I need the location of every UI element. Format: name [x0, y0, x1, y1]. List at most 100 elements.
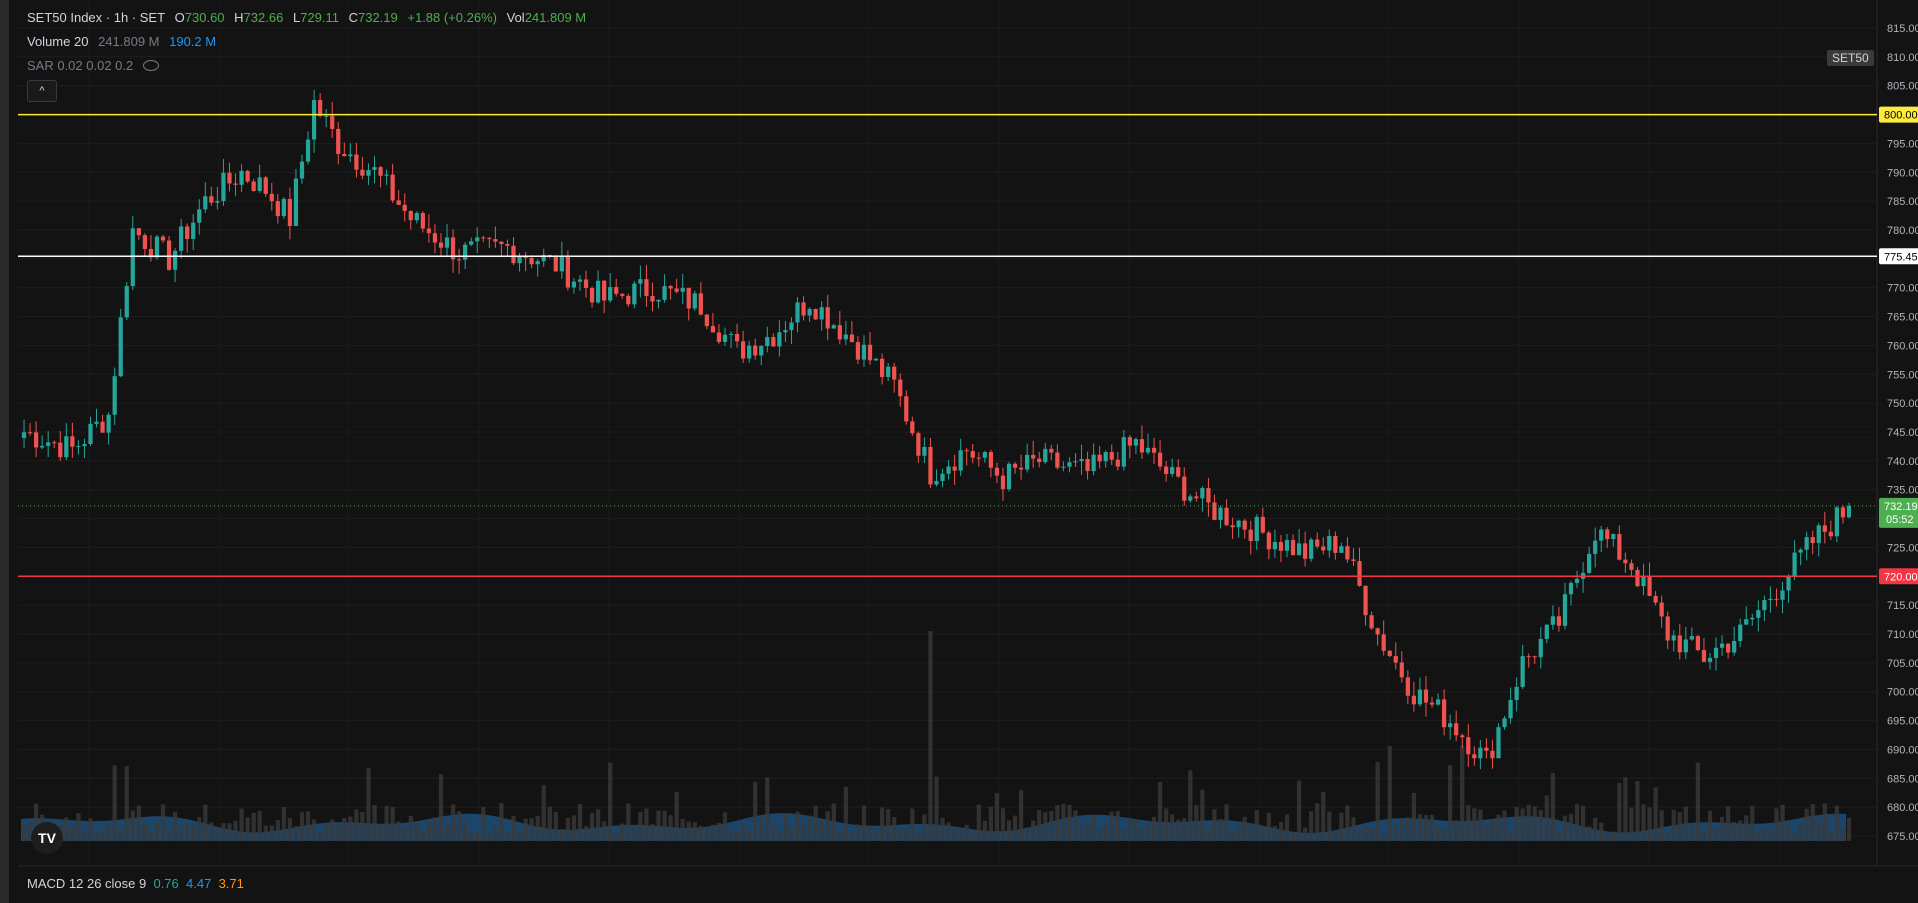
candle-body [1266, 532, 1271, 550]
candle-body [469, 241, 474, 245]
symbol-title[interactable]: SET50 Index · 1h · SET [27, 10, 166, 25]
candle-body [982, 452, 987, 458]
candle-body [336, 128, 341, 154]
volume-bar [372, 805, 377, 841]
candle-body [1393, 656, 1398, 663]
volume-bar [734, 830, 740, 841]
volume-bar [487, 832, 492, 841]
volume-bar [1496, 814, 1501, 841]
candle-body [1351, 559, 1356, 562]
volume-bar [1472, 808, 1477, 841]
candle-body [728, 333, 734, 335]
candle-body [1701, 650, 1707, 662]
tradingview-logo-icon[interactable]: TV [31, 822, 63, 854]
volume-bar [698, 825, 703, 841]
volume-bar [904, 828, 909, 841]
volume-bar [1085, 822, 1090, 841]
volume-bar [112, 765, 117, 841]
volume-bar [166, 828, 172, 841]
candle-body [1037, 458, 1042, 463]
candle-body [1611, 534, 1616, 540]
volume-bar [1556, 830, 1562, 841]
candle-body [1689, 636, 1694, 640]
volume-bar [1834, 805, 1840, 841]
volume-bar [1224, 804, 1229, 841]
volume-bar [239, 808, 244, 841]
sar-legend[interactable]: SAR 0.02 0.02 0.2 [27, 58, 165, 73]
volume-legend[interactable]: Volume 20 241.809 M 190.2 M [27, 34, 222, 49]
candle-body [1315, 539, 1320, 547]
collapse-legend-button[interactable]: ^ [27, 80, 57, 102]
volume-bar [1321, 791, 1326, 841]
volume-bar [1236, 824, 1241, 841]
candle-body [1568, 582, 1574, 595]
candle-body [1133, 439, 1139, 446]
open-value: 730.60 [184, 10, 225, 25]
candle-body [1290, 539, 1296, 556]
candle-body [372, 167, 377, 171]
candle-body [704, 314, 709, 327]
candle-body [1593, 540, 1598, 554]
candle-body [299, 161, 305, 179]
candle-body [305, 139, 311, 162]
candle-body [686, 287, 691, 309]
volume-bar [1623, 777, 1628, 841]
volume-bar [1659, 810, 1664, 841]
candle-body [886, 366, 891, 378]
candle-body [547, 254, 552, 256]
candle-body [970, 451, 975, 458]
y-tick-label: 780.00 [1887, 225, 1918, 237]
candle-body [100, 421, 105, 433]
volume-bar [529, 818, 534, 841]
volume-bar [1339, 812, 1344, 841]
volume-bar [1309, 811, 1314, 841]
candle-body [172, 250, 178, 270]
volume-bar [1707, 810, 1713, 841]
volume-bar [1550, 772, 1555, 841]
vol-label: Vol [506, 10, 525, 25]
y-tick-label: 805.00 [1887, 81, 1918, 93]
candle-body [1556, 616, 1562, 626]
candle-body [1810, 537, 1815, 544]
candle-body [76, 446, 81, 448]
volume-bar [1357, 829, 1362, 841]
candle-body [378, 167, 383, 176]
hidden-eye-icon[interactable] [143, 60, 160, 71]
y-tick-label: 695.00 [1887, 716, 1918, 728]
volume-bar [789, 827, 794, 841]
macd-legend[interactable]: MACD 12 26 close 9 0.76 4.47 3.71 [27, 876, 244, 891]
y-tick-label: 705.00 [1887, 658, 1918, 670]
candle-body [674, 288, 679, 292]
candle-body [1363, 585, 1368, 616]
candle-body [179, 226, 184, 251]
candle-body [1846, 505, 1852, 518]
volume-bar [1744, 815, 1749, 841]
candle-body [1804, 537, 1809, 550]
candle-body [1599, 529, 1604, 541]
candle-body [1369, 615, 1374, 629]
volume-bar [456, 811, 462, 841]
volume-bar [1502, 810, 1507, 841]
candle-body [136, 228, 141, 236]
volume-bar [1284, 814, 1290, 841]
candle-body [1683, 639, 1688, 653]
horizontal-line-label: 720.00 [1884, 571, 1918, 583]
candle-body [1327, 535, 1332, 551]
volume-bar [1466, 805, 1471, 841]
horizontal-line-tag [1879, 106, 1918, 123]
volume-bar [541, 785, 546, 841]
y-tick-label: 680.00 [1887, 802, 1918, 814]
volume-bar [82, 830, 87, 841]
sar-indicator-name: SAR 0.02 0.02 0.2 [27, 58, 134, 73]
candle-body [1127, 437, 1132, 446]
high-label: H [234, 10, 244, 25]
volume-bar [1115, 810, 1120, 841]
candle-body [753, 345, 758, 356]
volume-bar [1351, 817, 1356, 841]
horizontal-line-tag [1879, 248, 1918, 265]
candle-body [227, 172, 232, 184]
volume-bar [354, 809, 359, 841]
candle-body [269, 193, 274, 202]
price-chart[interactable]: 815.00 810.00 805.00 800.00 795.00 790.00 785.… [9, 0, 1918, 903]
candle-body [1345, 546, 1350, 560]
